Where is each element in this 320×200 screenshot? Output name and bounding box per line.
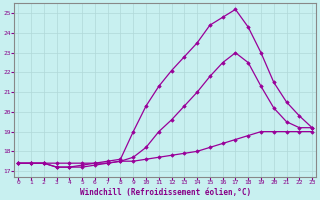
X-axis label: Windchill (Refroidissement éolien,°C): Windchill (Refroidissement éolien,°C) (80, 188, 251, 197)
